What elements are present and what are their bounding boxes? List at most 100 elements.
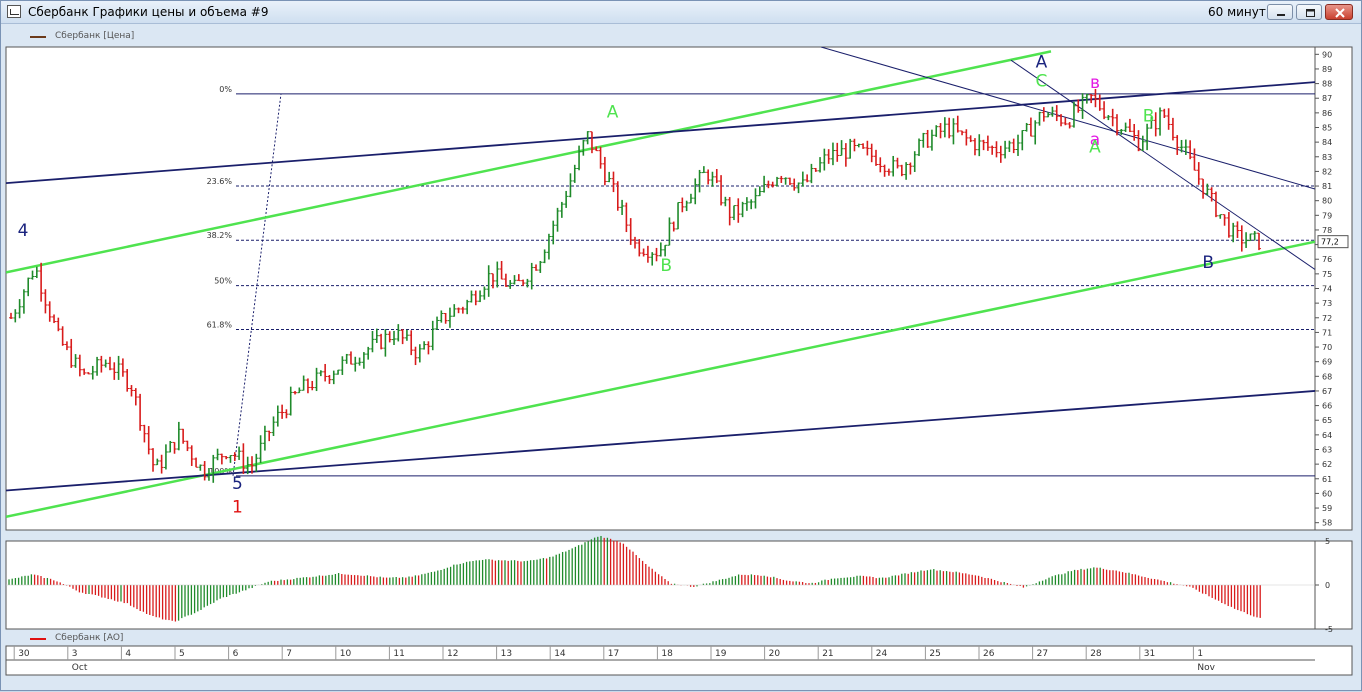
price-bar <box>736 198 741 223</box>
day-label: 6 <box>233 649 239 659</box>
price-bar <box>998 145 1003 163</box>
price-bar <box>17 299 22 319</box>
price-bar <box>710 171 715 187</box>
price-bar <box>1011 138 1016 154</box>
price-bar <box>1054 105 1059 122</box>
green-channel-upper <box>6 50 1052 274</box>
price-bar <box>516 274 521 282</box>
month-label: Nov <box>1197 663 1215 673</box>
price-bar <box>473 290 478 306</box>
price-bar <box>1067 122 1072 129</box>
price-bar <box>886 168 891 176</box>
close-button[interactable] <box>1325 4 1353 20</box>
price-tick-label: 73 <box>1322 299 1332 308</box>
price-bar <box>693 178 698 205</box>
price-bar <box>671 221 676 232</box>
price-bar <box>495 261 500 288</box>
price-bar <box>723 196 728 207</box>
price-bar <box>400 329 405 345</box>
day-label: 20 <box>769 649 781 659</box>
price-bar <box>830 142 835 166</box>
price-tick-label: 81 <box>1322 182 1332 191</box>
wave-label: B <box>660 256 672 276</box>
price-bar <box>684 200 689 212</box>
price-bar <box>1231 222 1236 243</box>
price-bar <box>555 207 560 232</box>
price-bar <box>82 368 87 375</box>
wave-label: A <box>1036 52 1048 72</box>
price-bar <box>129 385 134 397</box>
price-bar <box>779 175 784 183</box>
price-bar <box>585 131 590 145</box>
price-bar <box>972 138 977 156</box>
minimize-button[interactable] <box>1267 4 1293 20</box>
price-bar <box>1037 111 1042 126</box>
price-bar <box>176 421 181 451</box>
restore-button[interactable] <box>1296 4 1322 20</box>
price-bar <box>1145 123 1150 151</box>
price-bar <box>611 171 616 193</box>
price-bar <box>426 341 431 355</box>
price-tick-label: 65 <box>1322 416 1332 425</box>
price-bar <box>568 173 573 198</box>
price-bar <box>30 270 35 280</box>
price-bar <box>1196 162 1201 185</box>
price-bar <box>594 146 599 152</box>
ao-tick-label: 0 <box>1325 581 1330 590</box>
price-bar <box>482 286 487 300</box>
price-bar <box>861 143 866 149</box>
day-label: 21 <box>822 649 833 659</box>
price-bar <box>1132 123 1137 141</box>
price-bar <box>86 372 91 375</box>
price-bar <box>839 140 844 156</box>
price-bar <box>749 199 754 210</box>
price-bar <box>1226 212 1231 238</box>
price-bar <box>598 146 603 169</box>
price-bar <box>822 148 827 171</box>
price-bar <box>589 131 594 154</box>
price-tick-label: 63 <box>1322 446 1332 455</box>
price-bar <box>1213 191 1218 218</box>
price-bar <box>133 388 138 406</box>
price-bar <box>994 141 999 158</box>
price-tick-label: 86 <box>1322 109 1332 118</box>
price-bar <box>787 177 792 186</box>
last-price-box <box>1317 235 1349 249</box>
price-bar <box>981 139 986 151</box>
price-bar <box>366 346 371 360</box>
price-bar <box>258 435 263 463</box>
day-label: 4 <box>125 649 131 659</box>
price-bar <box>654 247 659 262</box>
price-bar <box>968 135 973 143</box>
price-bar <box>392 330 397 346</box>
fib-dotted-trendline <box>232 93 282 476</box>
price-bar <box>1140 135 1145 151</box>
day-label: 7 <box>286 649 292 659</box>
price-tick-label: 83 <box>1322 153 1332 162</box>
price-bar <box>361 352 366 369</box>
price-tick-label: 80 <box>1322 197 1332 206</box>
day-label: 5 <box>179 649 185 659</box>
price-tick-label: 79 <box>1322 211 1332 220</box>
price-bar <box>1007 140 1012 152</box>
title-bar[interactable]: Сбербанк Графики цены и объема #9 60 мин… <box>1 1 1361 24</box>
price-bar <box>478 290 483 303</box>
price-bar <box>1239 225 1244 252</box>
day-label: 30 <box>18 649 30 659</box>
price-bar <box>1192 148 1197 171</box>
price-bar <box>577 145 582 171</box>
price-bar <box>52 314 57 324</box>
price-bar <box>955 115 960 133</box>
price-bar <box>336 369 341 375</box>
price-bar <box>697 169 702 193</box>
price-bar <box>912 151 917 172</box>
price-bar <box>69 338 74 368</box>
price-bar <box>331 370 336 385</box>
price-bar <box>546 233 551 260</box>
wave-label: B <box>1202 253 1214 273</box>
price-bar <box>202 461 207 481</box>
price-bar <box>813 167 818 172</box>
price-bar <box>430 320 435 351</box>
price-bar <box>809 163 814 184</box>
price-bar <box>159 454 164 474</box>
